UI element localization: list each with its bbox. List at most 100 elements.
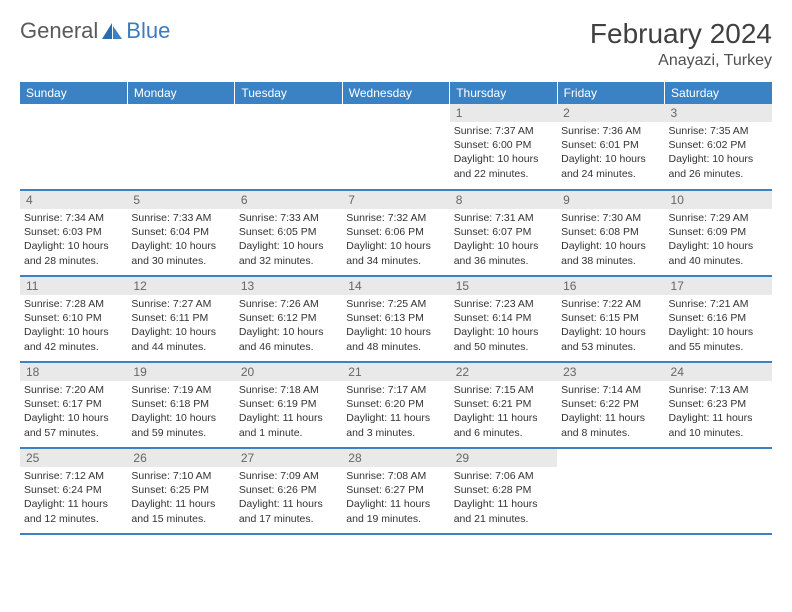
calendar-week-row: 25Sunrise: 7:12 AMSunset: 6:24 PMDayligh… xyxy=(20,448,772,534)
weekday-header: Friday xyxy=(557,82,664,104)
day-number: 5 xyxy=(127,191,234,209)
day-number: 13 xyxy=(235,277,342,295)
weekday-header: Wednesday xyxy=(342,82,449,104)
calendar-day-cell: 21Sunrise: 7:17 AMSunset: 6:20 PMDayligh… xyxy=(342,362,449,448)
calendar-day-cell xyxy=(557,448,664,534)
day-number: 9 xyxy=(557,191,664,209)
weekday-header: Tuesday xyxy=(235,82,342,104)
day-details: Sunrise: 7:34 AMSunset: 6:03 PMDaylight:… xyxy=(20,209,127,272)
day-number: 15 xyxy=(450,277,557,295)
day-number: 28 xyxy=(342,449,449,467)
day-details: Sunrise: 7:28 AMSunset: 6:10 PMDaylight:… xyxy=(20,295,127,358)
weekday-header: Thursday xyxy=(450,82,557,104)
calendar-day-cell xyxy=(127,104,234,190)
day-number: 21 xyxy=(342,363,449,381)
calendar-day-cell: 6Sunrise: 7:33 AMSunset: 6:05 PMDaylight… xyxy=(235,190,342,276)
day-details: Sunrise: 7:15 AMSunset: 6:21 PMDaylight:… xyxy=(450,381,557,444)
header: General Blue February 2024 Anayazi, Turk… xyxy=(20,18,772,70)
calendar-day-cell: 27Sunrise: 7:09 AMSunset: 6:26 PMDayligh… xyxy=(235,448,342,534)
day-number: 25 xyxy=(20,449,127,467)
logo: General Blue xyxy=(20,18,170,44)
day-number: 26 xyxy=(127,449,234,467)
day-details: Sunrise: 7:12 AMSunset: 6:24 PMDaylight:… xyxy=(20,467,127,530)
weekday-header: Sunday xyxy=(20,82,127,104)
calendar-day-cell: 8Sunrise: 7:31 AMSunset: 6:07 PMDaylight… xyxy=(450,190,557,276)
calendar-day-cell: 28Sunrise: 7:08 AMSunset: 6:27 PMDayligh… xyxy=(342,448,449,534)
day-details: Sunrise: 7:06 AMSunset: 6:28 PMDaylight:… xyxy=(450,467,557,530)
calendar-day-cell: 20Sunrise: 7:18 AMSunset: 6:19 PMDayligh… xyxy=(235,362,342,448)
calendar-day-cell xyxy=(20,104,127,190)
weekday-header-row: Sunday Monday Tuesday Wednesday Thursday… xyxy=(20,82,772,104)
logo-text-general: General xyxy=(20,18,98,44)
day-number: 20 xyxy=(235,363,342,381)
calendar-day-cell: 9Sunrise: 7:30 AMSunset: 6:08 PMDaylight… xyxy=(557,190,664,276)
calendar-day-cell: 15Sunrise: 7:23 AMSunset: 6:14 PMDayligh… xyxy=(450,276,557,362)
calendar-day-cell: 12Sunrise: 7:27 AMSunset: 6:11 PMDayligh… xyxy=(127,276,234,362)
day-number: 17 xyxy=(665,277,772,295)
calendar-day-cell: 3Sunrise: 7:35 AMSunset: 6:02 PMDaylight… xyxy=(665,104,772,190)
day-number: 29 xyxy=(450,449,557,467)
day-details: Sunrise: 7:36 AMSunset: 6:01 PMDaylight:… xyxy=(557,122,664,185)
day-number: 11 xyxy=(20,277,127,295)
calendar-day-cell: 13Sunrise: 7:26 AMSunset: 6:12 PMDayligh… xyxy=(235,276,342,362)
calendar-day-cell: 5Sunrise: 7:33 AMSunset: 6:04 PMDaylight… xyxy=(127,190,234,276)
day-details: Sunrise: 7:22 AMSunset: 6:15 PMDaylight:… xyxy=(557,295,664,358)
day-number: 6 xyxy=(235,191,342,209)
calendar-day-cell: 25Sunrise: 7:12 AMSunset: 6:24 PMDayligh… xyxy=(20,448,127,534)
calendar-body: 1Sunrise: 7:37 AMSunset: 6:00 PMDaylight… xyxy=(20,104,772,534)
day-number: 4 xyxy=(20,191,127,209)
weekday-header: Monday xyxy=(127,82,234,104)
day-number: 1 xyxy=(450,104,557,122)
day-number: 24 xyxy=(665,363,772,381)
calendar-day-cell: 29Sunrise: 7:06 AMSunset: 6:28 PMDayligh… xyxy=(450,448,557,534)
title-block: February 2024 Anayazi, Turkey xyxy=(590,18,772,70)
day-number: 7 xyxy=(342,191,449,209)
day-number: 18 xyxy=(20,363,127,381)
day-number: 16 xyxy=(557,277,664,295)
day-details: Sunrise: 7:33 AMSunset: 6:05 PMDaylight:… xyxy=(235,209,342,272)
calendar-week-row: 1Sunrise: 7:37 AMSunset: 6:00 PMDaylight… xyxy=(20,104,772,190)
day-details: Sunrise: 7:33 AMSunset: 6:04 PMDaylight:… xyxy=(127,209,234,272)
weekday-header: Saturday xyxy=(665,82,772,104)
calendar-day-cell: 23Sunrise: 7:14 AMSunset: 6:22 PMDayligh… xyxy=(557,362,664,448)
calendar-day-cell: 10Sunrise: 7:29 AMSunset: 6:09 PMDayligh… xyxy=(665,190,772,276)
calendar-table: Sunday Monday Tuesday Wednesday Thursday… xyxy=(20,82,772,535)
calendar-day-cell: 24Sunrise: 7:13 AMSunset: 6:23 PMDayligh… xyxy=(665,362,772,448)
day-details: Sunrise: 7:13 AMSunset: 6:23 PMDaylight:… xyxy=(665,381,772,444)
logo-text-blue: Blue xyxy=(126,18,170,44)
day-number: 8 xyxy=(450,191,557,209)
day-number: 3 xyxy=(665,104,772,122)
calendar-day-cell: 2Sunrise: 7:36 AMSunset: 6:01 PMDaylight… xyxy=(557,104,664,190)
location-label: Anayazi, Turkey xyxy=(590,52,772,70)
calendar-day-cell: 11Sunrise: 7:28 AMSunset: 6:10 PMDayligh… xyxy=(20,276,127,362)
calendar-week-row: 11Sunrise: 7:28 AMSunset: 6:10 PMDayligh… xyxy=(20,276,772,362)
day-details: Sunrise: 7:32 AMSunset: 6:06 PMDaylight:… xyxy=(342,209,449,272)
day-details: Sunrise: 7:08 AMSunset: 6:27 PMDaylight:… xyxy=(342,467,449,530)
day-details: Sunrise: 7:29 AMSunset: 6:09 PMDaylight:… xyxy=(665,209,772,272)
calendar-day-cell: 16Sunrise: 7:22 AMSunset: 6:15 PMDayligh… xyxy=(557,276,664,362)
calendar-day-cell: 1Sunrise: 7:37 AMSunset: 6:00 PMDaylight… xyxy=(450,104,557,190)
day-details: Sunrise: 7:09 AMSunset: 6:26 PMDaylight:… xyxy=(235,467,342,530)
day-details: Sunrise: 7:19 AMSunset: 6:18 PMDaylight:… xyxy=(127,381,234,444)
day-number: 12 xyxy=(127,277,234,295)
day-details: Sunrise: 7:25 AMSunset: 6:13 PMDaylight:… xyxy=(342,295,449,358)
calendar-week-row: 4Sunrise: 7:34 AMSunset: 6:03 PMDaylight… xyxy=(20,190,772,276)
day-number: 14 xyxy=(342,277,449,295)
day-details: Sunrise: 7:35 AMSunset: 6:02 PMDaylight:… xyxy=(665,122,772,185)
calendar-day-cell: 26Sunrise: 7:10 AMSunset: 6:25 PMDayligh… xyxy=(127,448,234,534)
calendar-day-cell xyxy=(665,448,772,534)
day-details: Sunrise: 7:17 AMSunset: 6:20 PMDaylight:… xyxy=(342,381,449,444)
day-details: Sunrise: 7:14 AMSunset: 6:22 PMDaylight:… xyxy=(557,381,664,444)
day-details: Sunrise: 7:27 AMSunset: 6:11 PMDaylight:… xyxy=(127,295,234,358)
day-details: Sunrise: 7:10 AMSunset: 6:25 PMDaylight:… xyxy=(127,467,234,530)
calendar-week-row: 18Sunrise: 7:20 AMSunset: 6:17 PMDayligh… xyxy=(20,362,772,448)
day-details: Sunrise: 7:20 AMSunset: 6:17 PMDaylight:… xyxy=(20,381,127,444)
day-details: Sunrise: 7:37 AMSunset: 6:00 PMDaylight:… xyxy=(450,122,557,185)
day-number: 10 xyxy=(665,191,772,209)
day-details: Sunrise: 7:23 AMSunset: 6:14 PMDaylight:… xyxy=(450,295,557,358)
day-number: 2 xyxy=(557,104,664,122)
page-title: February 2024 xyxy=(590,18,772,50)
day-details: Sunrise: 7:18 AMSunset: 6:19 PMDaylight:… xyxy=(235,381,342,444)
calendar-day-cell xyxy=(342,104,449,190)
logo-sail-icon xyxy=(100,21,124,41)
